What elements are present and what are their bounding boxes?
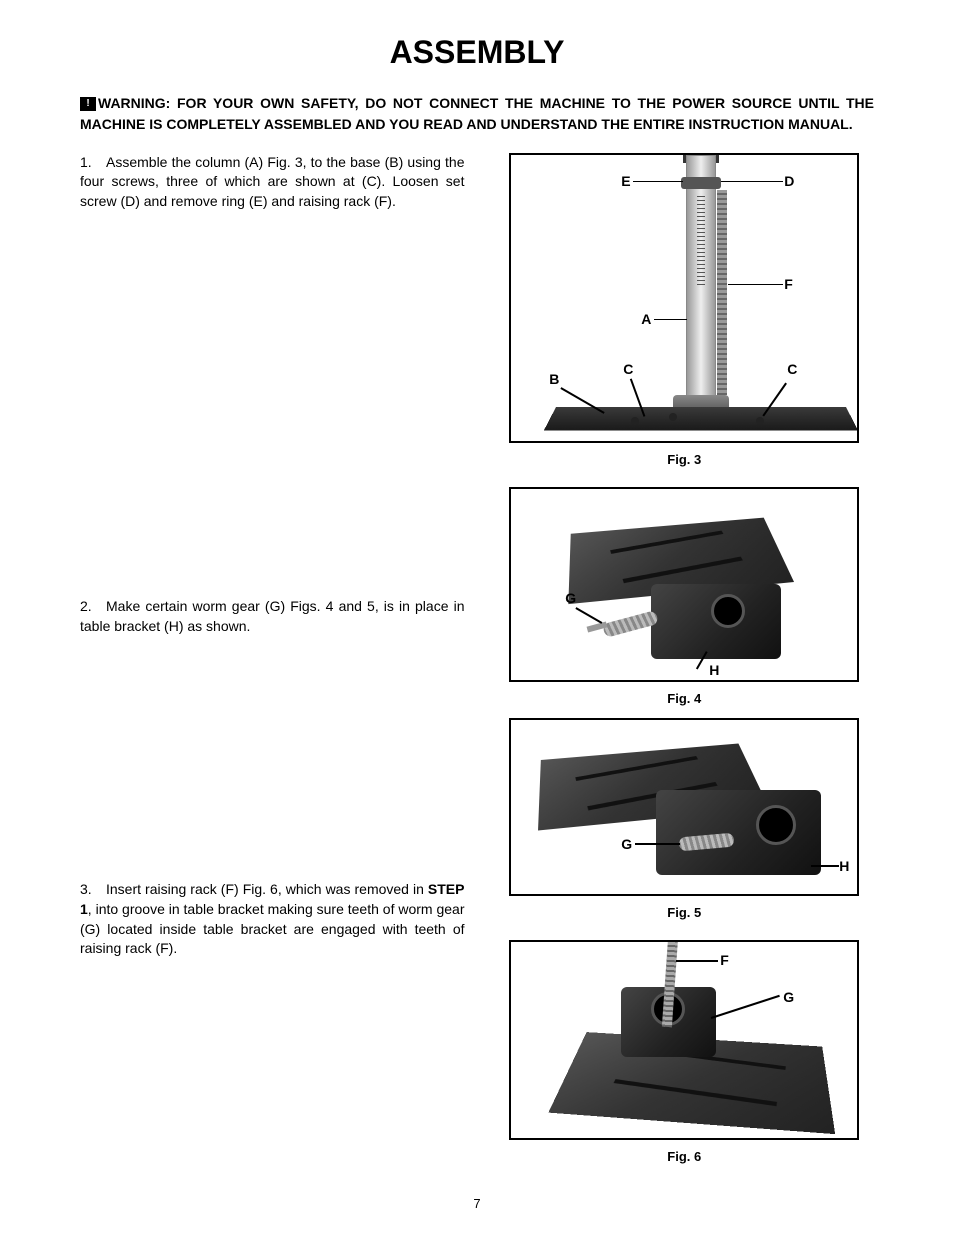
figure-4: G H xyxy=(509,487,859,682)
fig3-ring-shape xyxy=(681,177,721,189)
step-3-number: 3. xyxy=(80,880,106,900)
leader-line xyxy=(728,284,783,286)
fig6-caption: Fig. 6 xyxy=(667,1148,701,1166)
fig3-marks-shape xyxy=(697,195,705,285)
slot-shape xyxy=(610,531,723,554)
fig6-label-F: F xyxy=(720,951,729,971)
fig3-label-C2: C xyxy=(787,360,797,380)
fig5-label-G: G xyxy=(621,835,632,855)
fig3-label-F: F xyxy=(784,275,793,295)
step-1-body: Assemble the column (A) Fig. 3, to the b… xyxy=(80,154,465,209)
page-title: ASSEMBLY xyxy=(80,30,874,75)
fig4-label-H: H xyxy=(709,661,719,681)
fig4-label-G: G xyxy=(565,589,576,609)
fig3-rack-shape xyxy=(717,190,727,395)
fig3-label-C: C xyxy=(623,360,633,380)
fig3-label-A: A xyxy=(641,310,651,330)
leader-line xyxy=(633,181,683,183)
figure-4-5-col: G H Fig. 4 G H Fig. 5 xyxy=(495,487,875,932)
fig5-label-H: H xyxy=(839,857,849,877)
figure-3-col: E D F A B C C Fig. 3 xyxy=(495,153,875,479)
row-step-1: 1.Assemble the column (A) Fig. 3, to the… xyxy=(80,153,874,479)
fig3-label-E: E xyxy=(621,172,630,192)
warning-text: WARNING: FOR YOUR OWN SAFETY, DO NOT CON… xyxy=(80,95,874,132)
fig3-label-D: D xyxy=(784,172,794,192)
slot-shape xyxy=(614,1079,777,1106)
fig3-label-B: B xyxy=(549,370,559,390)
fig4-caption: Fig. 4 xyxy=(667,690,701,708)
warning-icon: ! xyxy=(80,97,96,111)
fig3-base-shape xyxy=(544,407,858,431)
step-2-body: Make certain worm gear (G) Figs. 4 and 5… xyxy=(80,598,465,634)
step-2-text: 2.Make certain worm gear (G) Figs. 4 and… xyxy=(80,487,495,636)
fig3-caption: Fig. 3 xyxy=(667,451,701,469)
fig6-label-G: G xyxy=(783,988,794,1008)
slot-shape xyxy=(623,557,743,584)
figure-6: F G xyxy=(509,940,859,1140)
figure-5: G H xyxy=(509,718,859,896)
content-area: 1.Assemble the column (A) Fig. 3, to the… xyxy=(80,153,874,1185)
step-1-text: 1.Assemble the column (A) Fig. 3, to the… xyxy=(80,153,495,212)
step-3-pre: Insert raising rack (F) Fig. 6, which wa… xyxy=(106,881,428,897)
leader-line xyxy=(576,607,603,623)
step-3-text: 3.Insert raising rack (F) Fig. 6, which … xyxy=(80,720,495,958)
leader-line xyxy=(635,843,680,845)
figure-3: E D F A B C C xyxy=(509,153,859,443)
leader-line xyxy=(721,181,783,183)
leader-line xyxy=(676,960,718,962)
slot-shape xyxy=(576,756,699,781)
fig4-ring-shape xyxy=(711,594,745,628)
leader-line xyxy=(711,995,780,1019)
step-3-post: , into groove in table bracket making su… xyxy=(80,901,465,956)
leader-line xyxy=(654,319,687,321)
fig5-body-shape xyxy=(656,790,821,875)
step-2-number: 2. xyxy=(80,597,106,617)
page-number: 7 xyxy=(80,1195,874,1213)
step-1-number: 1. xyxy=(80,153,106,173)
leader-line xyxy=(811,865,839,867)
warning-block: !WARNING: FOR YOUR OWN SAFETY, DO NOT CO… xyxy=(80,93,874,135)
